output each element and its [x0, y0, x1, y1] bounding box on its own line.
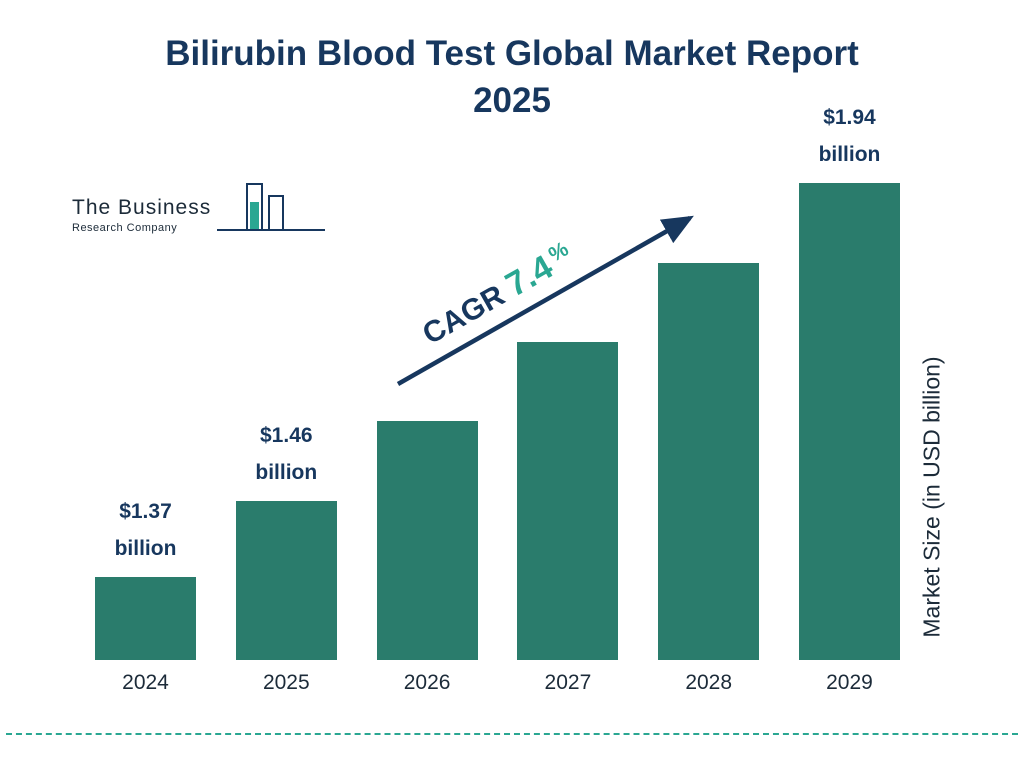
bar-2027: [517, 342, 619, 660]
bar-column-2026: 2026: [376, 96, 478, 696]
bar-column-2024: $1.37 billion 2024: [95, 96, 196, 696]
x-tick-label-2028: 2028: [685, 671, 733, 694]
bar-column-2028: 2028: [658, 96, 760, 696]
bar-chart: $1.37 billion 2024 $1.46 billion 2025 2026 2027…: [95, 96, 900, 696]
x-tick-label-2027: 2027: [544, 671, 592, 694]
logo-text-primary: The Business: [72, 196, 212, 219]
bar-2024: [95, 577, 196, 660]
logo-text-secondary: Research Company: [72, 222, 178, 234]
bar-chart-logo-icon: [217, 183, 326, 231]
bar-2025: [235, 501, 337, 660]
company-logo-text: The Business Research Company: [72, 196, 211, 234]
x-tick-label-2024: 2024: [122, 671, 169, 694]
company-logo: The Business Research Company: [72, 178, 327, 244]
bar-value-label-2024: $1.37 billion: [114, 500, 177, 560]
x-tick-label-2026: 2026: [403, 671, 451, 694]
bar-2026: [376, 421, 478, 660]
bar-value-label-2029: $1.94 billion: [818, 106, 881, 166]
bar-column-2027: 2027: [517, 96, 619, 696]
x-tick-label-2029: 2029: [826, 671, 873, 694]
bar-2029: [798, 183, 900, 660]
bar-column-2029: $1.94 billion 2029: [798, 96, 900, 696]
y-axis-label: Market Size (in USD billion): [918, 356, 945, 638]
bar-column-2025: $1.46 billion 2025: [235, 96, 337, 696]
x-tick-label-2025: 2025: [262, 671, 310, 694]
page-title-line2: 2025: [473, 81, 551, 120]
bottom-dashed-divider: [6, 733, 1018, 735]
page-title-line1: Bilirubin Blood Test Global Market Repor…: [165, 34, 859, 73]
page-title: Bilirubin Blood Test Global Market Repor…: [0, 30, 1024, 124]
bar-value-label-2025: $1.46 billion: [255, 424, 318, 484]
bar-2028: [658, 263, 760, 660]
